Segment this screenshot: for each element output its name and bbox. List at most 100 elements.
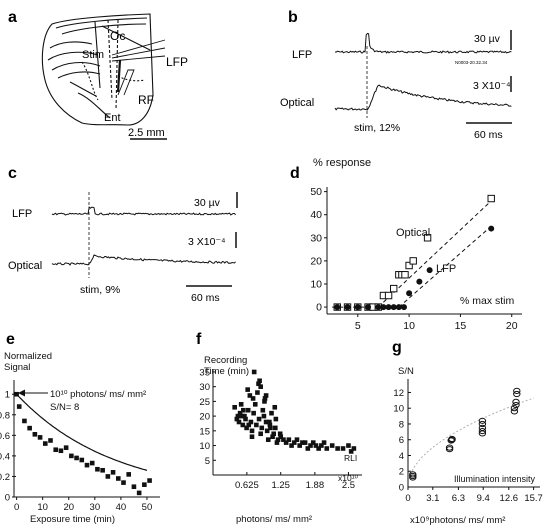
chart-g-x-tick-label: 6.3 — [452, 493, 465, 504]
chart-g-y-tick-label: 6 — [399, 435, 404, 446]
chart-g-point — [512, 401, 520, 409]
chart-f-point — [302, 440, 308, 445]
chart-e-arrowhead — [18, 389, 25, 397]
panel-c-optical-label: Optical — [8, 260, 42, 272]
chart-d-y-tick-label: 20 — [310, 255, 322, 267]
chart-g-y-tick-label: 2 — [399, 467, 404, 478]
chart-g-point — [478, 427, 487, 435]
chart-f-point — [267, 422, 273, 428]
chart-d-point-optical — [409, 257, 417, 265]
chart-d-point-lfp — [344, 304, 351, 311]
chart-f-x-multiplier: x10¹⁰ — [338, 473, 359, 483]
chart-e-x-tick-label: 50 — [142, 502, 153, 513]
panel-b-scale-v-label: 30 µv — [474, 33, 501, 45]
chart-g-point — [448, 435, 456, 443]
chart-g-x-label: x10⁹photons/ ms/ mm² — [410, 515, 505, 526]
chart-d-point-lfp — [365, 304, 372, 311]
chart-f-point — [324, 446, 330, 451]
chart-f-point — [241, 407, 246, 413]
chart-f-point — [340, 446, 346, 451]
chart-f-point — [300, 440, 305, 445]
chart-g-point — [510, 408, 519, 415]
chart-e-point — [100, 467, 105, 473]
chart-g-y-tick-label: 0 — [399, 483, 404, 494]
chart-g-point — [512, 398, 520, 406]
chart-e-point — [95, 466, 100, 472]
chart-f-y-tick-label: 25 — [199, 397, 210, 408]
chart-g-point — [478, 417, 487, 424]
chart-f-rli-label: RLI — [344, 453, 357, 463]
chart-e-y-tick-label: 0.6 — [0, 431, 10, 442]
chart-e-x-tick-label: 0 — [14, 502, 19, 513]
chart-f-point — [291, 440, 297, 445]
panel-a-scale-label: 2.5 mm — [128, 127, 165, 139]
chart-e-y-tick-label: 1 — [5, 390, 10, 401]
panel-c-lfp-trace — [51, 206, 236, 216]
chart-e-point — [74, 455, 79, 461]
chart-d-point-lfp — [375, 304, 382, 311]
chart-e-point — [84, 462, 90, 468]
chart-f-y-tick-label: 10 — [199, 441, 210, 452]
chart-d-point-lfp — [426, 267, 433, 274]
chart-g-point — [445, 444, 454, 451]
chart-f-point — [258, 384, 263, 389]
chart-e-y-label-line1: Normalized — [4, 351, 52, 362]
chart-f-point — [255, 390, 260, 395]
chart-g-x-tick-label: 9.4 — [477, 493, 490, 504]
chart-e-point — [37, 435, 43, 440]
chart-e-point — [89, 460, 95, 466]
chart-f-point — [256, 416, 262, 422]
chart-f-point — [319, 443, 324, 448]
chart-d-title: % response — [313, 157, 371, 169]
chart-f-point — [329, 443, 335, 448]
chart-d-y-tick-label: 30 — [310, 232, 322, 244]
chart-f-point — [232, 404, 237, 410]
panel-a-label-oc: Oc — [110, 29, 125, 43]
chart-d-x-tick-label: 10 — [403, 320, 415, 332]
chart-f-point — [346, 443, 351, 448]
panel-b-lfp-trace — [334, 32, 512, 54]
chart-d-y-tick-label: 40 — [310, 209, 322, 221]
chart-f-point — [268, 425, 273, 431]
chart-e-annotation-2: S/N= 8 — [50, 402, 79, 413]
panel-label-f: f — [196, 331, 202, 348]
chart-d-point-lfp — [395, 304, 402, 311]
chart-f-point — [267, 419, 272, 425]
chart-f-point — [259, 425, 265, 431]
chart-e-x-label: Exposure time (min) — [30, 514, 115, 525]
chart-f-point — [316, 446, 321, 451]
chart-f-x-tick-label: 1.25 — [271, 480, 290, 491]
chart-e-point — [27, 425, 32, 431]
chart-f-y-tick-label: 15 — [199, 426, 210, 437]
chart-g-annotation: Illumination intensity — [454, 474, 536, 484]
panel-label-a: a — [8, 9, 17, 26]
panel-b-tiny-label: N0003-20.32.34 — [455, 60, 488, 65]
chart-f-point — [272, 404, 278, 410]
chart-e-point — [32, 432, 38, 437]
chart-d-point-optical — [390, 284, 398, 293]
chart-f-point — [235, 413, 241, 419]
chart-e-y-tick-label: 0.8 — [0, 410, 10, 421]
chart-f-point — [305, 446, 311, 451]
chart-e-point — [115, 476, 121, 481]
chart-e-point — [53, 447, 59, 453]
chart-e-point — [22, 418, 27, 424]
panel-a-label-rf: RF — [138, 93, 154, 107]
chart-f-point — [251, 410, 256, 416]
chart-d-point-optical — [401, 271, 409, 279]
chart-d-point-lfp — [385, 304, 392, 311]
chart-g-point — [409, 471, 417, 478]
panel-a-label-stim: Stim — [82, 49, 104, 61]
panel-c-scale-t-label: 60 ms — [191, 292, 220, 304]
panel-b-optical-trace — [334, 84, 512, 111]
chart-d-series-label-lfp: LFP — [436, 263, 456, 275]
chart-f-point — [243, 416, 248, 422]
chart-f-point — [244, 425, 249, 431]
chart-g: 0 2 4 6 8 10 12 0 3.1 6.3 9.4 12.6 15.7 S/N x10⁹photon… — [393, 366, 542, 526]
chart-f-x-label: photons/ ms/ mm² — [236, 514, 312, 525]
chart-f-point — [262, 396, 268, 401]
panel-label-c: c — [8, 165, 17, 182]
chart-f-y-tick-label: 35 — [199, 367, 210, 378]
chart-e-fit-curve — [16, 393, 148, 471]
chart-f-point — [238, 402, 244, 407]
